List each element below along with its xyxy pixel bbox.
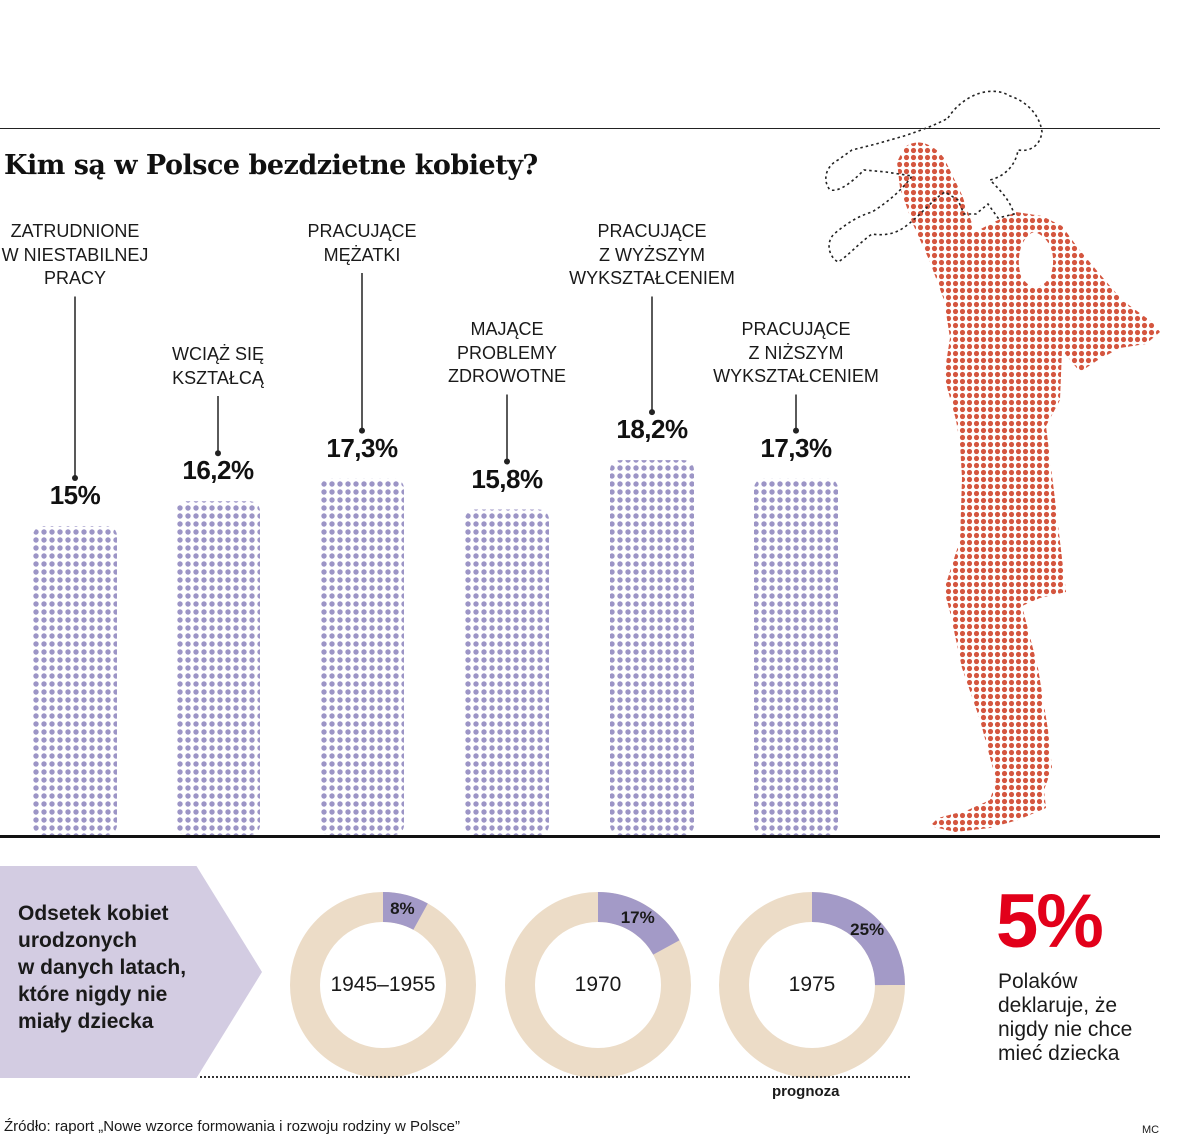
donut-value-label-2: 17% (620, 907, 655, 927)
value-label-6: 17,3% (760, 432, 832, 463)
category-label-5: PRACUJĄCE Z WYŻSZYM WYKSZTAŁCENIEM (569, 221, 735, 288)
donut-slice-2 (505, 892, 691, 1078)
woman-silhouette-illustration (825, 90, 1160, 832)
donuts-layer (290, 892, 905, 1078)
stat-description: Polaków deklaruje, że nigdy nie chce mie… (998, 970, 1133, 1065)
bar-1 (33, 526, 117, 835)
category-label-4: MAJĄCE PROBLEMY ZDROWOTNE (448, 319, 566, 386)
bar-2 (176, 501, 260, 835)
leader-dot-1 (72, 475, 78, 481)
donut-value-label-3: 25% (850, 919, 885, 939)
source-note: Źródło: raport „Nowe wzorce formowania i… (4, 1118, 460, 1135)
donut-slice-3 (719, 892, 905, 1078)
donut-value-label-1: 8% (390, 899, 415, 919)
dotted-divider (200, 1076, 910, 1078)
category-label-2: WCIĄŻ SIĘ KSZTAŁCĄ (171, 344, 264, 388)
category-label-1: ZATRUDNIONE W NIESTABILNEJ PRACY (1, 221, 149, 288)
value-label-5: 18,2% (616, 414, 688, 445)
leader-lines (72, 273, 799, 481)
category-label-3: PRACUJĄCE MĘŻATKI (307, 221, 417, 265)
value-label-2: 16,2% (182, 455, 254, 486)
bar-4 (465, 509, 549, 835)
bar-6 (754, 478, 838, 835)
leader-dot-3 (359, 427, 365, 434)
value-label-4: 15,8% (471, 463, 543, 494)
donut-year-label-3: 1975 (788, 973, 836, 996)
leader-dot-6 (793, 427, 799, 434)
leader-dot-4 (504, 458, 510, 465)
top-rule (0, 128, 1160, 129)
category-label-6: PRACUJĄCE Z NIŻSZYM WYKSZTAŁCENIEM (713, 319, 879, 386)
chart-title: Kim są w Polsce bezdzietne kobiety? (4, 150, 538, 181)
value-label-1: 15% (49, 480, 101, 510)
bar-3 (320, 478, 404, 835)
stat-value: 5% (996, 879, 1104, 964)
value-label-3: 17,3% (326, 432, 398, 463)
leader-dot-2 (215, 450, 221, 457)
bars-layer (33, 460, 838, 835)
forecast-note: prognoza (772, 1083, 840, 1100)
bar-5 (610, 460, 694, 835)
leader-dot-5 (649, 409, 655, 416)
donut-year-label-1: 1945–1955 (330, 973, 436, 996)
chart-baseline (0, 835, 1160, 838)
donut-slice-1 (290, 892, 476, 1078)
donut-year-label-2: 1970 (574, 973, 622, 996)
donut-panel-title: Odsetek kobiet urodzonych w danych latac… (18, 902, 187, 1033)
author-initials: MC (1142, 1124, 1160, 1136)
